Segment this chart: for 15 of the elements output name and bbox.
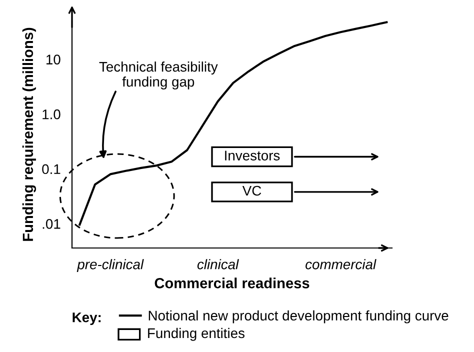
- text: Funding entities: [148, 328, 244, 341]
- y-tick-label: 0.1: [42, 164, 60, 174]
- x-tick-label: commercial: [306, 259, 376, 270]
- y-tick-label: .01: [42, 219, 60, 229]
- x-tick-label: clinical: [197, 259, 239, 270]
- y-tick-label: 1.0: [42, 109, 60, 120]
- annotation: VC: [242, 186, 262, 196]
- annotation: Investors: [225, 150, 280, 160]
- x-axis-title: Commercial readiness: [154, 278, 310, 288]
- legend-title: Key:: [72, 312, 101, 326]
- legend-label: Notional new product development funding curve: [148, 310, 448, 324]
- annotation: Technical feasibility funding gap: [99, 62, 218, 90]
- x-tick-label: pre-clinical: [76, 259, 144, 272]
- y-tick-label: 10: [46, 54, 60, 64]
- y-axis-title: Funding requirement (millions): [22, 28, 36, 241]
